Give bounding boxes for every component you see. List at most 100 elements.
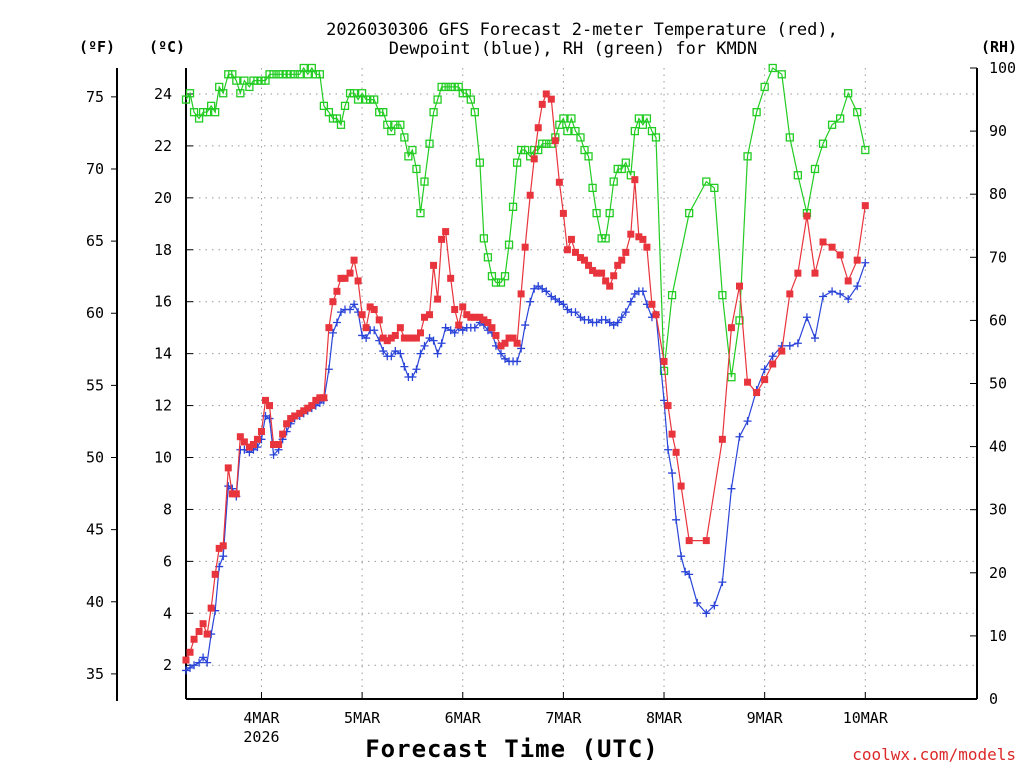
temperature-marker xyxy=(635,233,643,241)
rh-marker xyxy=(584,152,593,161)
dewpoint-marker xyxy=(571,308,580,317)
temperature-marker xyxy=(354,277,362,285)
fahrenheit-unit-label: (ºF) xyxy=(79,38,115,56)
temperature-marker xyxy=(249,441,257,449)
rh-marker xyxy=(466,95,475,104)
rh-marker xyxy=(433,95,442,104)
temperature-marker xyxy=(828,243,836,251)
rh-marker xyxy=(336,120,346,129)
celsius-tick-label: 14 xyxy=(154,345,172,363)
rh-marker xyxy=(508,202,518,211)
rh-marker xyxy=(542,139,551,148)
temperature-marker xyxy=(538,100,546,108)
dewpoint-marker xyxy=(269,450,278,459)
temperature-marker xyxy=(853,256,861,264)
rh-marker xyxy=(810,164,820,174)
temperature-marker xyxy=(567,235,575,243)
temperature-marker xyxy=(195,627,203,635)
rh-marker xyxy=(429,108,438,117)
temperature-marker xyxy=(240,438,248,446)
temperature-marker xyxy=(232,490,240,498)
temperature-marker xyxy=(501,339,509,347)
temperature-marker xyxy=(521,243,529,251)
dewpoint-marker xyxy=(450,328,459,337)
dewpoint-marker xyxy=(530,284,539,293)
temperature-marker xyxy=(370,305,378,313)
celsius-unit-label: (ºC) xyxy=(149,38,185,56)
temperature-marker xyxy=(563,246,571,254)
dewpoint-marker xyxy=(387,352,396,361)
rh-marker xyxy=(420,177,429,186)
dewpoint-marker xyxy=(727,484,736,493)
rh-marker xyxy=(185,89,195,98)
dewpoint-marker xyxy=(433,349,442,358)
temperature-marker xyxy=(421,313,429,321)
temperature-marker xyxy=(186,648,194,656)
temperature-marker xyxy=(350,256,358,264)
temperature-marker xyxy=(581,256,589,264)
dewpoint-marker xyxy=(470,323,479,332)
dewpoint-marker xyxy=(853,282,862,291)
dewpoint-marker xyxy=(664,445,673,454)
tick-labels: 2468101214161820222435404550556065707501… xyxy=(86,59,1016,746)
temperature-marker xyxy=(530,155,538,163)
rh-marker xyxy=(391,120,400,129)
rh-marker xyxy=(504,240,514,249)
fahrenheit-tick-label: 55 xyxy=(86,376,104,394)
celsius-tick-label: 2 xyxy=(163,656,172,674)
dewpoint-marker xyxy=(685,570,694,579)
dewpoint-marker xyxy=(609,321,618,330)
dewpoint-marker xyxy=(261,411,270,420)
temperature-marker xyxy=(447,274,455,282)
temperature-marker xyxy=(593,269,601,277)
rh-marker xyxy=(219,89,228,98)
temperature-marker xyxy=(325,324,333,332)
dewpoint-marker xyxy=(521,321,530,330)
dewpoint-marker xyxy=(710,601,719,610)
rh-marker xyxy=(861,145,870,155)
dewpoint-marker xyxy=(186,663,195,672)
temperature-marker xyxy=(416,329,424,337)
rh-marker xyxy=(370,95,379,104)
rh-marker xyxy=(667,291,677,300)
temperature-marker xyxy=(434,295,442,303)
temperature-marker xyxy=(735,282,743,290)
rh-marker xyxy=(835,114,845,123)
temperature-marker xyxy=(702,537,710,545)
temperature-marker xyxy=(677,482,685,490)
rh-marker xyxy=(576,133,585,142)
temperature-marker xyxy=(442,228,450,236)
data-series xyxy=(181,63,870,675)
temperature-marker xyxy=(404,334,412,342)
temperature-marker xyxy=(387,334,395,342)
dewpoint-marker xyxy=(501,354,510,363)
temperature-marker xyxy=(287,415,295,423)
dewpoint-marker xyxy=(555,297,564,306)
temperature-marker xyxy=(639,235,647,243)
temperature-marker xyxy=(190,635,198,643)
temperature-marker xyxy=(451,305,459,313)
temperature-marker xyxy=(391,331,399,339)
dewpoint-marker xyxy=(513,357,522,366)
rh-tick-label: 10 xyxy=(989,627,1007,645)
dewpoint-marker xyxy=(621,308,630,317)
temperature-marker xyxy=(576,254,584,262)
temperature-marker xyxy=(622,248,630,256)
rh-marker xyxy=(189,108,199,117)
rh-marker xyxy=(785,133,794,142)
temperature-marker xyxy=(412,334,420,342)
rh-marker xyxy=(567,114,576,123)
dewpoint-marker xyxy=(199,653,208,662)
celsius-tick-label: 10 xyxy=(154,449,172,467)
temperature-marker xyxy=(362,324,370,332)
dewpoint-marker xyxy=(517,344,526,353)
temperature-marker xyxy=(660,357,668,365)
dewpoint-marker xyxy=(346,305,355,314)
fahrenheit-tick-label: 50 xyxy=(86,449,104,467)
temperature-marker xyxy=(476,313,484,321)
rh-marker xyxy=(752,108,761,117)
dewpoint-marker xyxy=(802,313,811,322)
dewpoint-marker xyxy=(592,318,601,327)
dewpoint-marker xyxy=(819,292,828,301)
